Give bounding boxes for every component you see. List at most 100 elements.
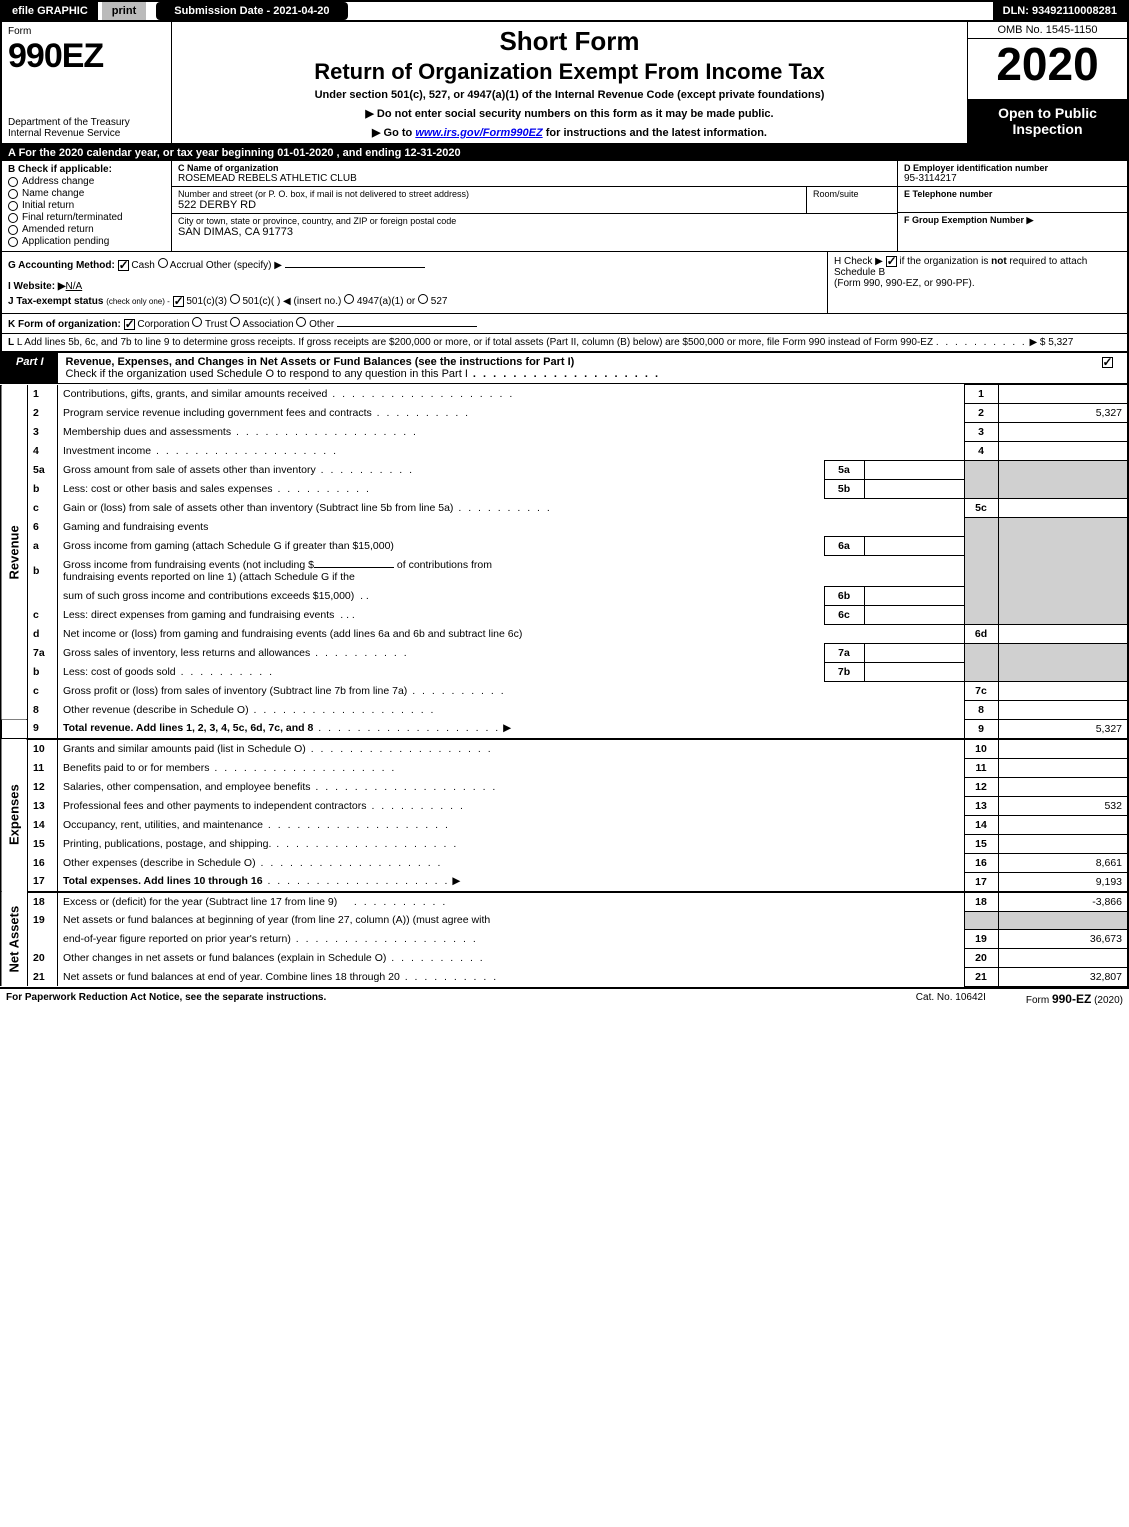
city-label: City or town, state or province, country… — [178, 216, 891, 226]
lines-table: Revenue 1Contributions, gifts, grants, a… — [0, 384, 1129, 987]
chk-schedule-b[interactable] — [886, 256, 897, 267]
line-3: 3Membership dues and assessments3 — [1, 423, 1128, 442]
header-mid: Short Form Return of Organization Exempt… — [172, 22, 967, 143]
return-title: Return of Organization Exempt From Incom… — [180, 59, 959, 85]
org-name-row: C Name of organization ROSEMEAD REBELS A… — [172, 161, 897, 187]
org-name-value: ROSEMEAD REBELS ATHLETIC CLUB — [178, 173, 891, 184]
chk-accrual[interactable] — [158, 258, 168, 268]
line-6d: dNet income or (loss) from gaming and fu… — [1, 624, 1128, 643]
part1-tab: Part I — [2, 353, 58, 383]
org-name-label: C Name of organization — [178, 163, 891, 173]
chk-501c3[interactable] — [173, 296, 184, 307]
short-form-title: Short Form — [180, 26, 959, 57]
top-bar: efile GRAPHIC print Submission Date - 20… — [0, 0, 1129, 22]
chk-name-change[interactable]: Name change — [8, 188, 165, 199]
part1-title: Revenue, Expenses, and Changes in Net As… — [58, 353, 1087, 383]
chk-corp[interactable] — [124, 319, 135, 330]
group-label: F Group Exemption Number ▶ — [904, 215, 1121, 226]
line-10: Expenses 10Grants and similar amounts pa… — [1, 739, 1128, 759]
print-button[interactable]: print — [102, 2, 146, 20]
line-15: 15Printing, publications, postage, and s… — [1, 834, 1128, 853]
tax-exempt-line: J Tax-exempt status (check only one) - 5… — [8, 294, 821, 307]
address-row: Number and street (or P. O. box, if mail… — [172, 187, 897, 214]
line-9: 9Total revenue. Add lines 1, 2, 3, 4, 5c… — [1, 719, 1128, 739]
chk-4947[interactable] — [344, 294, 354, 304]
h-column: H Check ▶ if the organization is not req… — [827, 252, 1127, 313]
footer: For Paperwork Reduction Act Notice, see … — [0, 987, 1129, 1009]
goto-post: for instructions and the latest informat… — [543, 127, 767, 139]
submission-date: Submission Date - 2021-04-20 — [156, 2, 347, 20]
chk-trust[interactable] — [192, 317, 202, 327]
tel-block: E Telephone number — [898, 187, 1127, 213]
accounting-method: G Accounting Method: Cash Accrual Other … — [8, 258, 821, 271]
form-label: Form — [8, 26, 165, 37]
line-8: 8Other revenue (describe in Schedule O)8 — [1, 700, 1128, 719]
ein-block: D Employer identification number 95-3114… — [898, 161, 1127, 187]
line-5b: bLess: cost or other basis and sales exp… — [1, 480, 1128, 499]
line-18: Net Assets 18Excess or (deficit) for the… — [1, 892, 1128, 912]
line-6b: b Gross income from fundraising events (… — [1, 555, 1128, 586]
g-column: G Accounting Method: Cash Accrual Other … — [2, 252, 827, 313]
goto-pre: ▶ Go to — [372, 127, 415, 139]
ein-label: D Employer identification number — [904, 163, 1121, 173]
line-4: 4Investment income4 — [1, 442, 1128, 461]
ein-value: 95-3114217 — [904, 173, 1121, 184]
efile-button[interactable]: efile GRAPHIC — [2, 2, 98, 20]
line-5c: cGain or (loss) from sale of assets othe… — [1, 499, 1128, 518]
dept-line1: Department of the Treasury — [8, 117, 165, 128]
form-number: 990EZ — [8, 37, 165, 76]
header-right: OMB No. 1545-1150 2020 Open to Public In… — [967, 22, 1127, 143]
city-value: SAN DIMAS, CA 91773 — [178, 226, 891, 238]
line-20: 20Other changes in net assets or fund ba… — [1, 948, 1128, 967]
period-row: A For the 2020 calendar year, or tax yea… — [0, 145, 1129, 161]
line-6b2: sum of such gross income and contributio… — [1, 586, 1128, 605]
tel-label: E Telephone number — [904, 189, 1121, 199]
line-17: 17Total expenses. Add lines 10 through 1… — [1, 872, 1128, 892]
chk-other-org[interactable] — [296, 317, 306, 327]
website-line: I Website: ▶N/A — [8, 281, 821, 292]
irs-link[interactable]: www.irs.gov/Form990EZ — [415, 127, 542, 139]
line-6a: aGross income from gaming (attach Schedu… — [1, 536, 1128, 555]
chk-527[interactable] — [418, 294, 428, 304]
goto-line: ▶ Go to www.irs.gov/Form990EZ for instru… — [180, 126, 959, 139]
chk-amended[interactable]: Amended return — [8, 224, 165, 235]
line-14: 14Occupancy, rent, utilities, and mainte… — [1, 815, 1128, 834]
line-7b: bLess: cost of goods sold7b — [1, 662, 1128, 681]
col-c: C Name of organization ROSEMEAD REBELS A… — [172, 161, 897, 251]
address-value: 522 DERBY RD — [178, 199, 800, 211]
revenue-label: Revenue — [1, 385, 28, 720]
cat-no: Cat. No. 10642I — [916, 992, 986, 1006]
tax-year: 2020 — [968, 39, 1127, 89]
chk-assoc[interactable] — [230, 317, 240, 327]
line-13: 13Professional fees and other payments t… — [1, 796, 1128, 815]
col-b: B Check if applicable: Address change Na… — [2, 161, 172, 251]
header-left: Form 990EZ Department of the Treasury In… — [2, 22, 172, 143]
form-header: Form 990EZ Department of the Treasury In… — [0, 22, 1129, 145]
expenses-label: Expenses — [1, 739, 28, 892]
website-value: N/A — [66, 281, 83, 292]
info-block: B Check if applicable: Address change Na… — [0, 161, 1129, 252]
gross-receipts: 5,327 — [1048, 337, 1073, 348]
line-7a: 7aGross sales of inventory, less returns… — [1, 643, 1128, 662]
chk-schedule-o[interactable] — [1102, 357, 1113, 368]
col-d: D Employer identification number 95-3114… — [897, 161, 1127, 251]
chk-initial-return[interactable]: Initial return — [8, 200, 165, 211]
line-2: 2Program service revenue including gover… — [1, 404, 1128, 423]
do-not-enter: ▶ Do not enter social security numbers o… — [180, 107, 959, 120]
gh-row: G Accounting Method: Cash Accrual Other … — [0, 252, 1129, 314]
line-6: 6Gaming and fundraising events — [1, 518, 1128, 537]
chk-address-change[interactable]: Address change — [8, 176, 165, 187]
room-label: Room/suite — [807, 187, 897, 213]
dept-treasury: Department of the Treasury Internal Reve… — [8, 117, 165, 139]
chk-final-return[interactable]: Final return/terminated — [8, 212, 165, 223]
line-11: 11Benefits paid to or for members11 — [1, 758, 1128, 777]
line-19a: 19Net assets or fund balances at beginni… — [1, 911, 1128, 929]
chk-501c[interactable] — [230, 294, 240, 304]
chk-pending[interactable]: Application pending — [8, 236, 165, 247]
group-exemption: F Group Exemption Number ▶ — [898, 213, 1127, 228]
under-section: Under section 501(c), 527, or 4947(a)(1)… — [180, 89, 959, 101]
dept-line2: Internal Revenue Service — [8, 128, 165, 139]
chk-cash[interactable] — [118, 260, 129, 271]
form-ref: Form 990-EZ (2020) — [1026, 992, 1123, 1006]
address-label: Number and street (or P. O. box, if mail… — [178, 189, 800, 199]
